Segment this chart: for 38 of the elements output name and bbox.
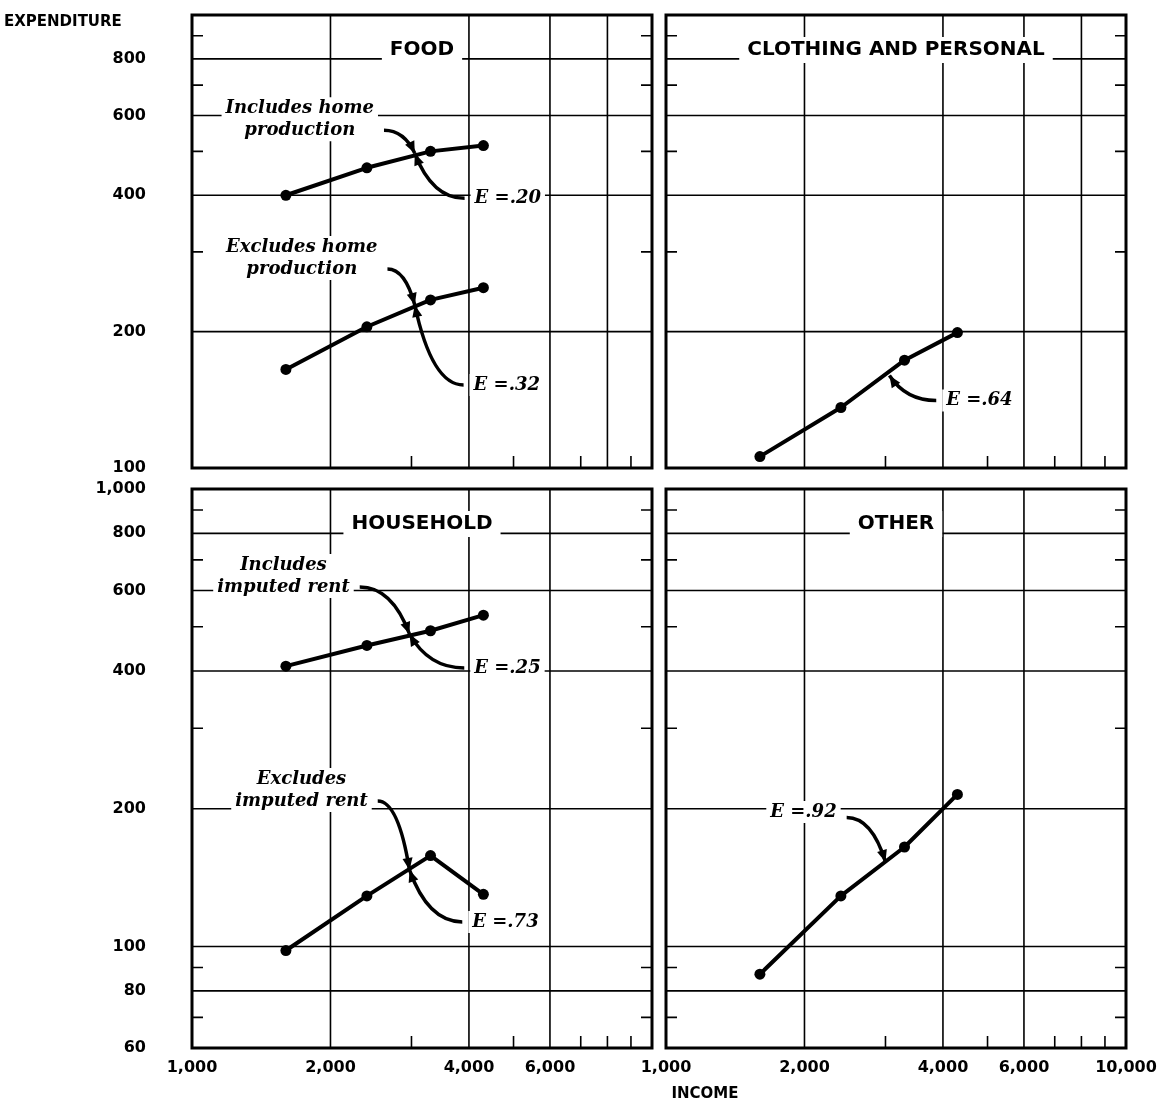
- x-tick-label: 2,000: [779, 1057, 830, 1077]
- annotation: Excludes home production: [225, 234, 378, 278]
- annotation: Excludes imputed rent: [235, 766, 369, 810]
- x-tick-label: 6,000: [524, 1057, 576, 1077]
- y-tick-label: 60: [123, 1037, 146, 1057]
- annotation: E =.73: [471, 909, 539, 931]
- y-tick-label: 100: [112, 457, 146, 477]
- x-axis-title: INCOME: [670, 1084, 740, 1102]
- annotation: Includes imputed rent: [217, 552, 351, 596]
- annotation: E =.25: [473, 655, 541, 677]
- annotation: E =.32: [472, 372, 540, 394]
- y-axis-title: EXPENDITURE: [4, 12, 122, 30]
- y-tick-label: 200: [112, 797, 146, 817]
- x-tick-label: 4,000: [917, 1057, 969, 1077]
- y-tick-label: 400: [112, 184, 146, 204]
- x-tick-label: 4,000: [443, 1057, 495, 1077]
- text: OTHER: [857, 510, 935, 535]
- y-tick-label: 1,000: [95, 478, 146, 498]
- text: HOUSEHOLD: [351, 510, 493, 535]
- annotation: E =.20: [473, 186, 542, 208]
- text: CLOTHING AND PERSONAL: [747, 36, 1046, 61]
- annotation: Includes home production: [224, 96, 374, 140]
- y-tick-label: 80: [123, 980, 146, 999]
- annotation: E =.92: [769, 799, 837, 821]
- annotation: E =.64: [945, 388, 1013, 410]
- y-tick-label: 400: [112, 660, 146, 680]
- x-tick-label: 2,000: [305, 1057, 356, 1077]
- y-tick-label: 600: [112, 104, 146, 124]
- x-tick-label: 1,000: [640, 1057, 692, 1077]
- x-tick-label: 10,000: [1095, 1057, 1157, 1077]
- y-tick-label: 100: [112, 935, 146, 955]
- x-tick-label: 6,000: [998, 1057, 1050, 1077]
- y-tick-label: 200: [112, 320, 146, 340]
- y-tick-label: 800: [112, 522, 146, 542]
- y-tick-label: 600: [112, 579, 146, 599]
- x-tick-label: 1,000: [166, 1057, 218, 1077]
- text: FOOD: [389, 36, 455, 61]
- y-tick-label: 800: [112, 48, 146, 68]
